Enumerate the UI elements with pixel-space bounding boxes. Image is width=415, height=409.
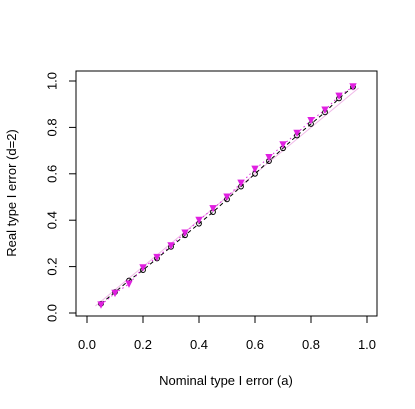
x-axis-tick-label: 0.2 (134, 337, 152, 352)
series-2-point (97, 301, 105, 309)
x-axis-tick-label: 1.0 (358, 337, 376, 352)
series-2-point (223, 193, 231, 201)
x-axis: 0.0 0.2 0.4 0.6 0.8 1.0 (78, 315, 376, 352)
series-2-point (153, 253, 161, 262)
series-2-point (181, 229, 189, 237)
series-2-point (307, 116, 315, 125)
x-axis-tick-label: 0.4 (190, 337, 208, 352)
x-axis-tick-label: 0.8 (302, 337, 320, 352)
y-axis: 0.0 0.2 0.4 0.6 0.8 1.0 (44, 72, 77, 322)
y-axis-tick-label: 0.0 (44, 304, 59, 322)
y-axis-tick-label: 0.2 (44, 258, 59, 276)
series-2-point (237, 179, 245, 187)
series-2-point (321, 106, 329, 114)
x-axis-tick-label: 0.0 (78, 337, 96, 352)
series-markers (97, 83, 357, 309)
y-axis-tick-label: 0.4 (44, 211, 59, 229)
y-axis-tick-label: 0.8 (44, 118, 59, 136)
series-2-point (349, 83, 357, 91)
series-2-point (111, 289, 119, 298)
series-2-point (279, 141, 287, 149)
series-2-point (125, 280, 133, 288)
series-2-point (251, 165, 259, 174)
series-2-point (335, 92, 343, 100)
series-2-point (265, 154, 273, 162)
y-axis-tick-label: 1.0 (44, 72, 59, 90)
series-2-point (293, 129, 301, 138)
series-2-point (209, 205, 217, 213)
series-2-point (167, 242, 175, 250)
y-axis-tick-label: 0.6 (44, 165, 59, 183)
y-axis-label: Real type I error (d=2) (4, 129, 19, 257)
x-axis-label: Nominal type I error (a) (159, 373, 293, 388)
series-2-point (139, 264, 147, 272)
x-axis-tick-label: 0.6 (246, 337, 264, 352)
series-2-point (195, 216, 203, 225)
